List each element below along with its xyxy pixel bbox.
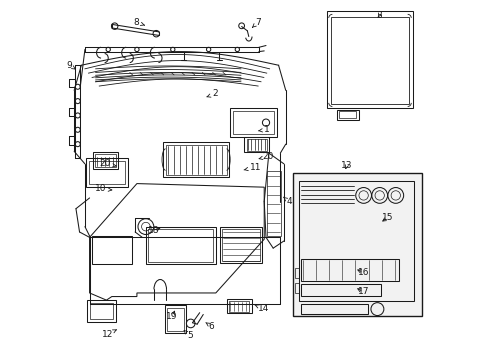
Text: 5: 5: [183, 330, 192, 341]
Bar: [163, 142, 228, 177]
Text: 20: 20: [259, 152, 273, 161]
Bar: [299, 181, 413, 301]
Text: 2: 2: [206, 89, 218, 98]
Bar: [89, 161, 125, 184]
Bar: [330, 17, 408, 104]
Text: 20: 20: [99, 159, 116, 168]
Bar: [301, 304, 367, 314]
Bar: [86, 300, 116, 321]
Bar: [246, 139, 266, 150]
Text: 1: 1: [258, 125, 269, 134]
Bar: [86, 158, 128, 187]
Text: 14: 14: [254, 304, 268, 313]
Bar: [165, 145, 226, 175]
Bar: [294, 283, 298, 293]
Bar: [92, 235, 131, 264]
Text: 16: 16: [357, 268, 368, 277]
Bar: [230, 108, 276, 137]
Text: 7: 7: [252, 18, 261, 27]
Text: 4: 4: [283, 197, 291, 206]
Bar: [145, 226, 215, 264]
Text: 17: 17: [357, 287, 368, 296]
Bar: [227, 299, 251, 314]
Bar: [326, 12, 412, 108]
Text: 12: 12: [102, 330, 116, 339]
Bar: [148, 229, 213, 262]
Bar: [294, 268, 298, 278]
Bar: [228, 301, 249, 312]
Bar: [167, 308, 183, 331]
Bar: [93, 152, 118, 168]
Bar: [164, 305, 185, 333]
Bar: [233, 111, 274, 134]
Bar: [266, 171, 281, 235]
Bar: [220, 226, 262, 263]
Bar: [301, 259, 398, 282]
Text: 3: 3: [376, 10, 382, 19]
Bar: [336, 110, 358, 120]
Bar: [301, 284, 381, 296]
Text: 11: 11: [244, 163, 261, 172]
Bar: [244, 137, 268, 152]
Bar: [292, 173, 421, 316]
Text: 18: 18: [148, 226, 160, 235]
Text: 15: 15: [382, 213, 393, 222]
Text: 9: 9: [66, 61, 75, 70]
Bar: [89, 303, 113, 319]
Bar: [95, 154, 116, 167]
Text: 8: 8: [133, 18, 144, 27]
Text: 10: 10: [94, 184, 112, 193]
Text: 13: 13: [340, 161, 352, 170]
Bar: [339, 111, 356, 118]
Text: 19: 19: [166, 311, 178, 321]
Bar: [222, 229, 260, 261]
Text: 6: 6: [205, 322, 214, 331]
